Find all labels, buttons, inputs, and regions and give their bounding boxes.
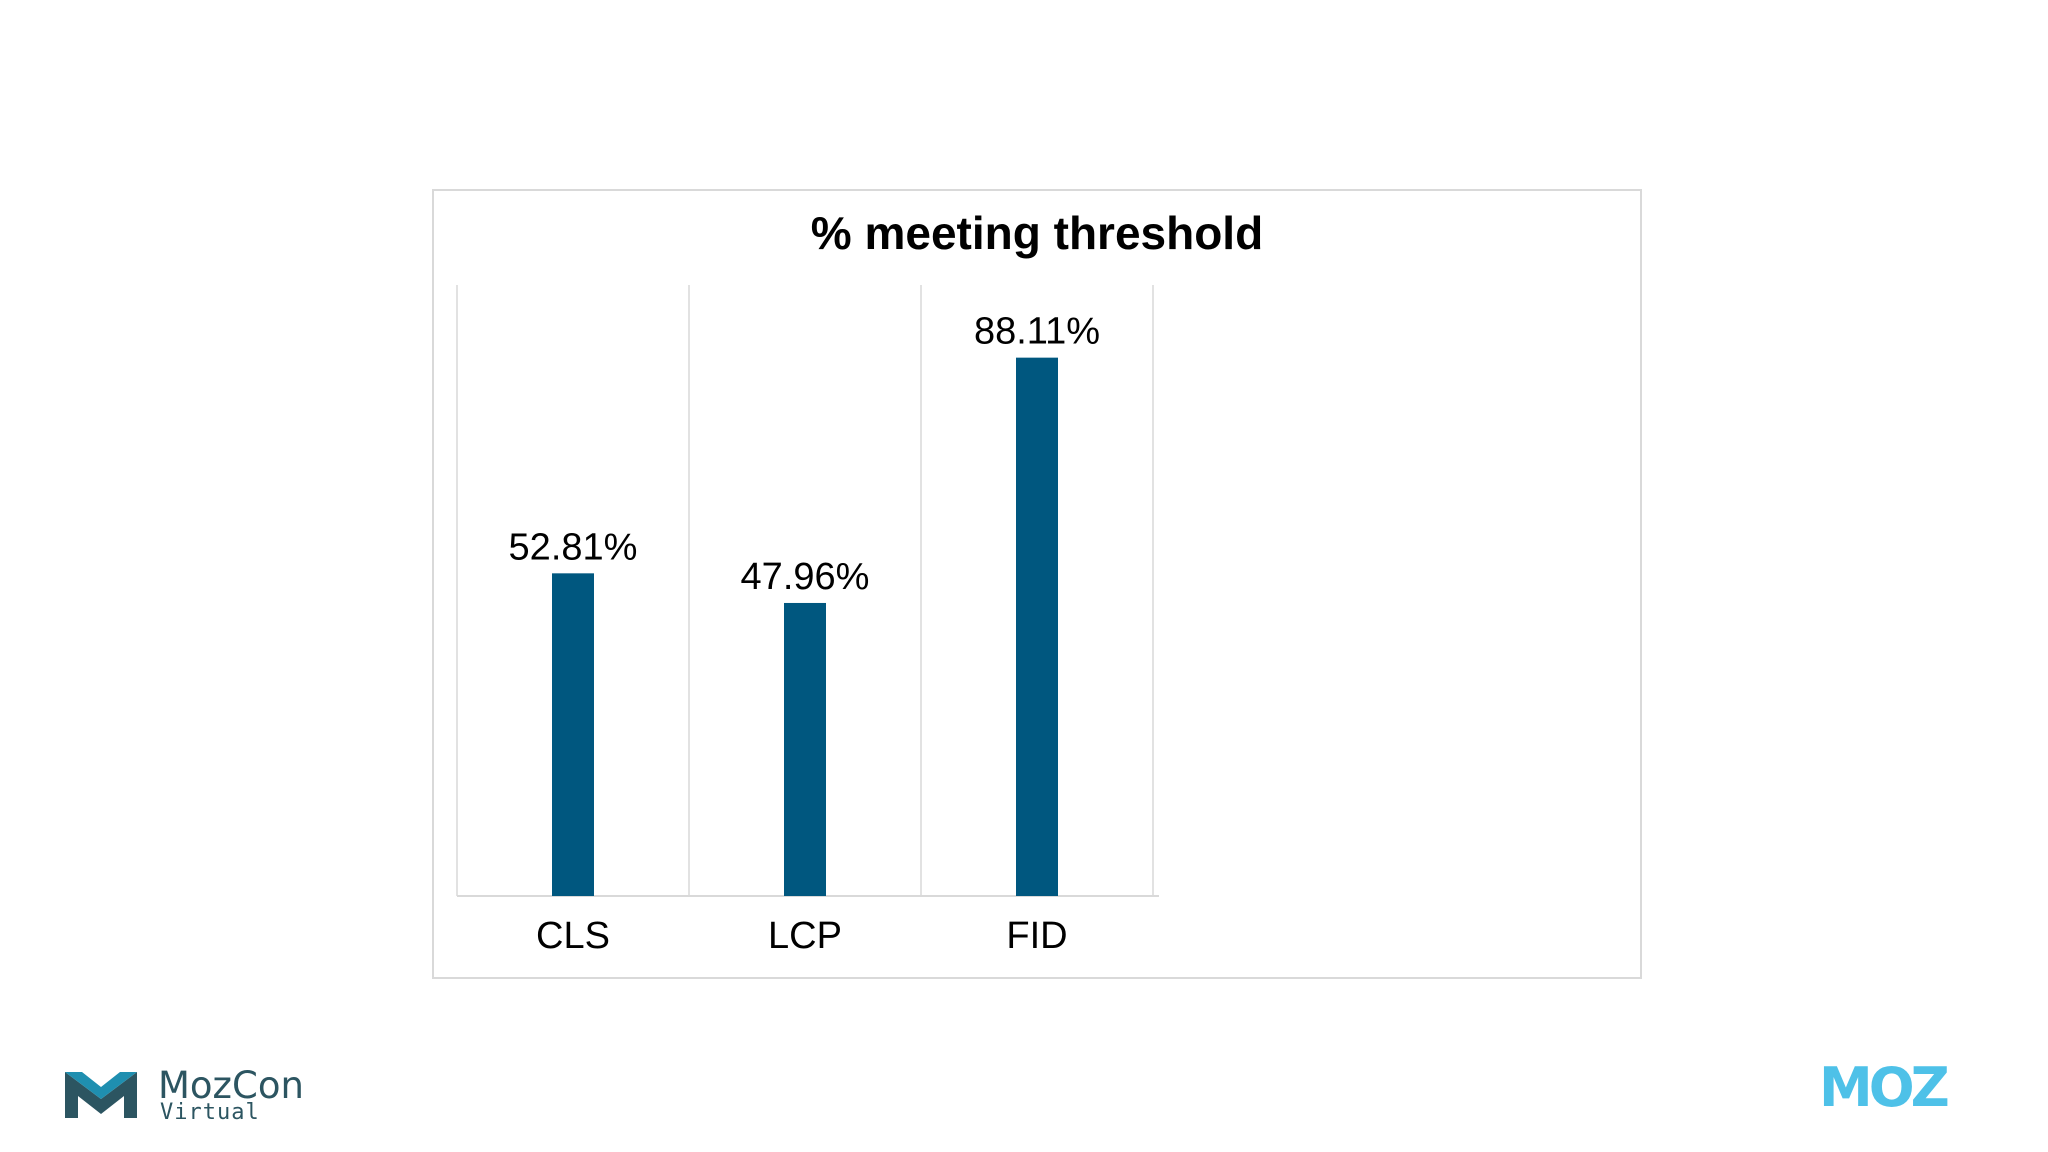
tick-label-lcp: LCP [768, 915, 842, 957]
mozcon-logo: MozCon Virtual [65, 1064, 304, 1125]
data-label-lcp: 47.96% [741, 556, 870, 598]
tick-label-fid: FID [1006, 915, 1067, 957]
tick-label-cls: CLS [536, 915, 610, 957]
mozcon-m-icon [65, 1072, 137, 1118]
chart-title: % meeting threshold [811, 207, 1263, 259]
bar-lcp [784, 602, 826, 896]
data-label-fid: 88.11% [974, 311, 1100, 353]
mozcon-subtitle: Virtual [160, 1100, 260, 1125]
x-tick-labels: CLS LCP FID [536, 915, 1068, 957]
mozcon-wordmark: MozCon [158, 1064, 304, 1107]
category-gridlines [456, 285, 1154, 896]
data-label-cls: 52.81% [509, 526, 638, 568]
bar-series [552, 357, 1058, 896]
bar-fid [1016, 357, 1058, 896]
data-labels: 52.81% 47.96% 88.11% [509, 311, 1100, 598]
bar-cls [552, 573, 594, 896]
moz-logo: MOZ [1819, 1056, 1948, 1119]
